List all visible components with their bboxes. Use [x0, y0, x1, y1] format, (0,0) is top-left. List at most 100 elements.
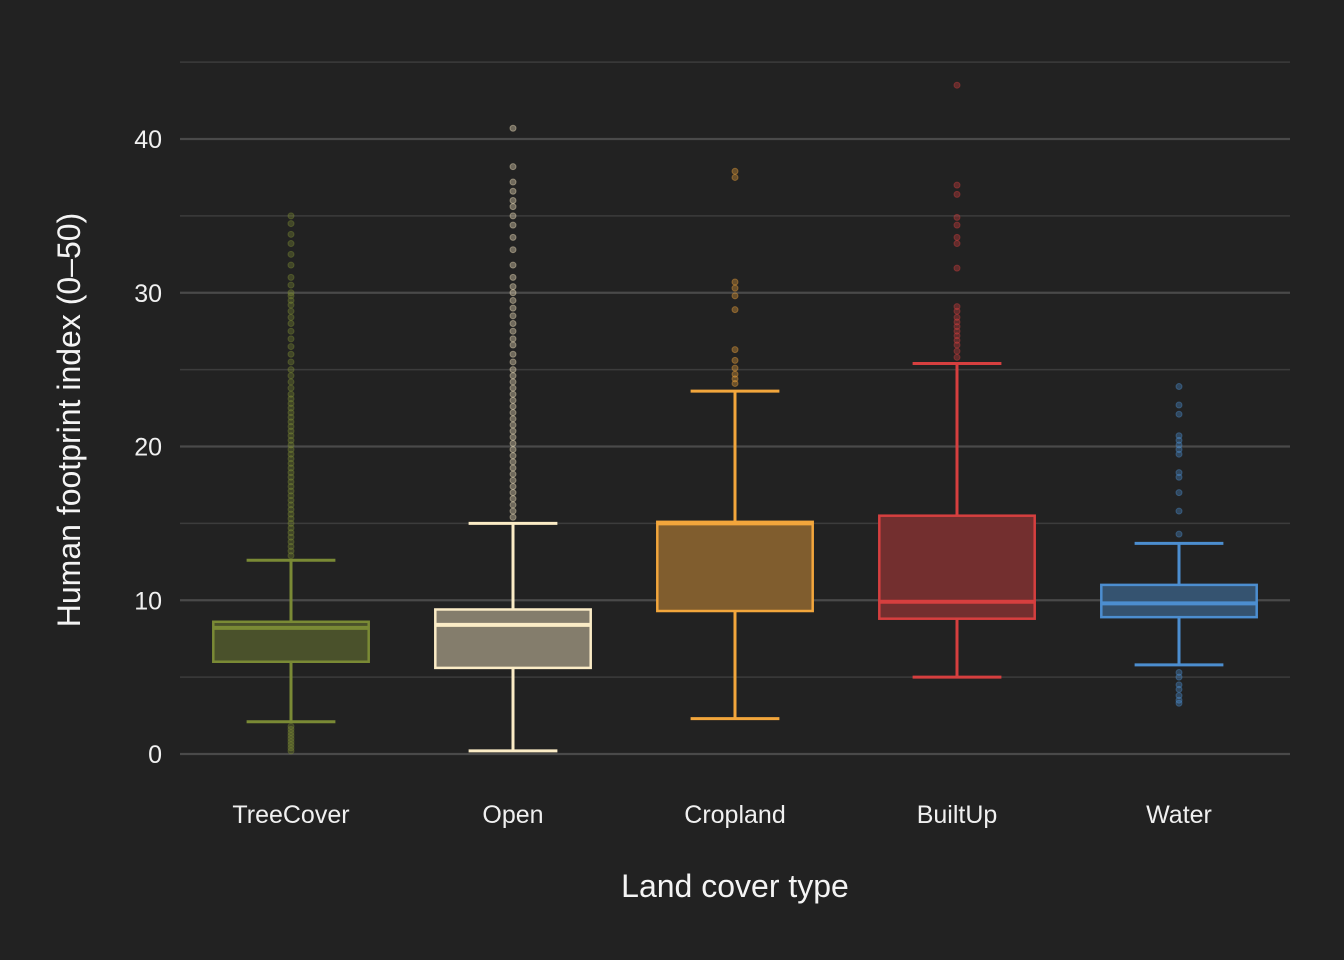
outlier-point: [509, 233, 517, 241]
outlier-point: [287, 366, 295, 374]
outlier-point: [731, 173, 739, 181]
outlier-point: [509, 489, 517, 497]
box-iqr: [1100, 583, 1258, 619]
outlier-point: [509, 421, 517, 429]
outlier-point: [287, 372, 295, 380]
outlier-point: [1175, 469, 1183, 477]
outlier-point: [509, 335, 517, 343]
outlier-point: [287, 281, 295, 289]
outlier-point: [287, 515, 295, 523]
outlier-point: [1175, 410, 1183, 418]
outlier-point: [287, 409, 295, 417]
outlier-point: [953, 81, 961, 89]
outlier-point: [509, 296, 517, 304]
outlier-point: [509, 439, 517, 447]
outlier-point: [509, 341, 517, 349]
outlier-point: [287, 747, 295, 755]
outlier-point: [509, 246, 517, 254]
outlier-point: [509, 350, 517, 358]
outlier-point: [287, 395, 295, 403]
outlier-point: [287, 441, 295, 449]
outlier-point: [509, 358, 517, 366]
outlier-point: [287, 538, 295, 546]
x-axis-title: Land cover type: [621, 868, 849, 904]
outlier-point: [287, 436, 295, 444]
outlier-point: [287, 378, 295, 386]
outlier-point: [287, 350, 295, 358]
outlier-point: [509, 415, 517, 423]
y-tick-label: 30: [134, 280, 162, 308]
outlier-point: [287, 552, 295, 560]
outlier-point: [1175, 507, 1183, 515]
outlier-point: [287, 335, 295, 343]
outlier-point: [509, 470, 517, 478]
outlier-point: [287, 735, 295, 743]
outlier-point: [953, 347, 961, 355]
outlier-point: [287, 399, 295, 407]
outlier-point: [509, 464, 517, 472]
box-series: [212, 81, 1258, 755]
outlier-point: [509, 289, 517, 297]
outlier-point: [287, 469, 295, 477]
outlier-point: [509, 221, 517, 229]
outlier-point: [287, 358, 295, 366]
outlier-point: [509, 495, 517, 503]
x-tick-label: BuiltUp: [917, 801, 998, 829]
outlier-point: [1175, 473, 1183, 481]
outlier-point: [1175, 436, 1183, 444]
outlier-point: [287, 732, 295, 740]
x-tick-label: TreeCover: [232, 801, 349, 829]
outlier-point: [731, 375, 739, 383]
outlier-point: [731, 356, 739, 364]
outlier-point: [1175, 450, 1183, 458]
outlier-point: [953, 233, 961, 241]
y-tick-label: 10: [134, 587, 162, 615]
outlier-point: [287, 427, 295, 435]
outlier-point: [287, 292, 295, 300]
outlier-point: [953, 313, 961, 321]
outlier-point: [953, 336, 961, 344]
x-axis-ticks: TreeCover Open Cropland BuiltUp Water: [232, 801, 1211, 829]
outlier-point: [509, 452, 517, 460]
outlier-point: [953, 323, 961, 331]
outlier-point: [287, 404, 295, 412]
outlier-point: [509, 403, 517, 411]
outlier-point: [731, 346, 739, 354]
outlier-point: [953, 221, 961, 229]
outlier-point: [287, 510, 295, 518]
outlier-point: [509, 283, 517, 291]
outlier-point: [509, 513, 517, 521]
outlier-point: [287, 464, 295, 472]
outlier-point: [953, 332, 961, 340]
outlier-point: [287, 519, 295, 527]
box-builtup: [878, 81, 1036, 679]
x-tick-label: Water: [1146, 801, 1212, 829]
outlier-point: [953, 190, 961, 198]
outlier-point: [1175, 383, 1183, 391]
outlier-point: [509, 327, 517, 335]
outlier-point: [731, 278, 739, 286]
outlier-point: [509, 163, 517, 171]
outlier-point: [287, 728, 295, 736]
outlier-point: [287, 230, 295, 238]
outlier-point: [953, 264, 961, 272]
outlier-point: [287, 459, 295, 467]
outlier-point: [287, 301, 295, 309]
outlier-point: [731, 292, 739, 300]
outlier-point: [509, 390, 517, 398]
outlier-point: [287, 212, 295, 220]
outlier-point: [953, 213, 961, 221]
outlier-point: [287, 296, 295, 304]
outlier-point: [287, 273, 295, 281]
outlier-point: [1175, 681, 1183, 689]
box-water: [1100, 383, 1258, 707]
box-open: [434, 124, 592, 753]
outlier-point: [731, 306, 739, 314]
outlier-point: [509, 197, 517, 204]
outlier-point: [509, 482, 517, 490]
outlier-point: [953, 240, 961, 248]
outlier-point: [287, 261, 295, 269]
outlier-point: [287, 501, 295, 509]
